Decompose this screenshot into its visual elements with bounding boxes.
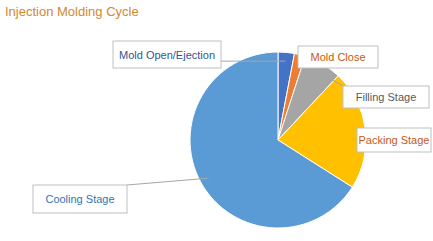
svg-text:Packing Stage: Packing Stage xyxy=(359,134,425,146)
svg-text:Filling Stage: Filling Stage xyxy=(356,91,417,103)
svg-text:Cooling Stage: Cooling Stage xyxy=(45,193,114,205)
html-text:Injection Molding Cycle: Injection Molding Cycle xyxy=(5,4,139,19)
svg-text:Mold Close: Mold Close xyxy=(310,51,365,63)
svg-text:Mold Open/Ejection: Mold Open/Ejection xyxy=(119,49,215,61)
